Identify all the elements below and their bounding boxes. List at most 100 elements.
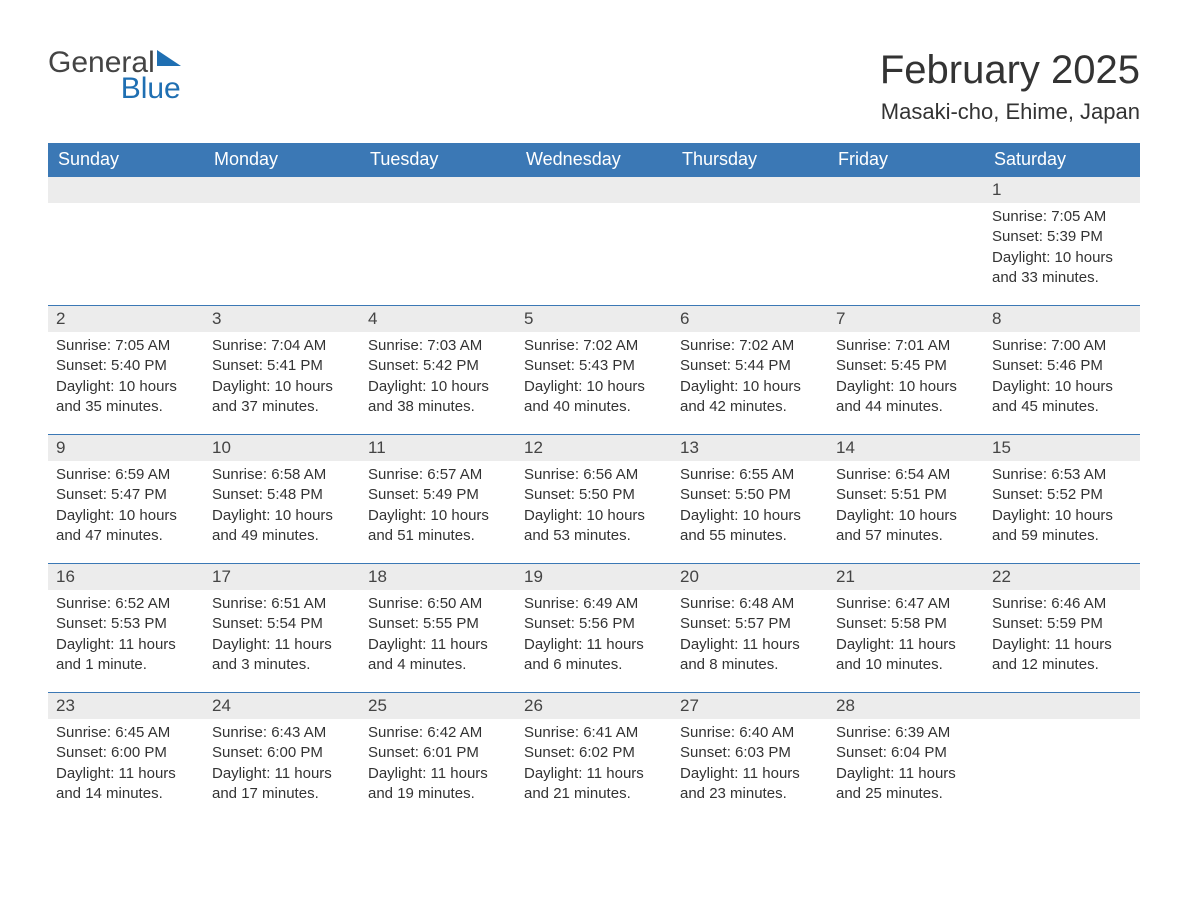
daylight-text: Daylight: 10 hours and 57 minutes. [836,506,976,547]
sunset-text: Sunset: 5:49 PM [368,485,508,505]
day-number: 3 [204,306,360,332]
sunset-text: Sunset: 5:51 PM [836,485,976,505]
sunrise-text: Sunrise: 6:59 AM [56,465,196,485]
day-number [360,177,516,203]
day-number: 16 [48,564,204,590]
sunset-text: Sunset: 5:57 PM [680,614,820,634]
day-body: Sunrise: 6:46 AMSunset: 5:59 PMDaylight:… [984,590,1140,675]
day-cell: 26Sunrise: 6:41 AMSunset: 6:02 PMDayligh… [516,693,672,821]
day-number [984,693,1140,719]
sunset-text: Sunset: 6:00 PM [56,743,196,763]
day-body: Sunrise: 6:41 AMSunset: 6:02 PMDaylight:… [516,719,672,804]
sunrise-text: Sunrise: 6:52 AM [56,594,196,614]
sunrise-text: Sunrise: 7:02 AM [680,336,820,356]
day-number: 9 [48,435,204,461]
day-cell [672,177,828,305]
day-number: 24 [204,693,360,719]
day-body: Sunrise: 6:57 AMSunset: 5:49 PMDaylight:… [360,461,516,546]
sunrise-text: Sunrise: 7:05 AM [992,207,1132,227]
week-row: 23Sunrise: 6:45 AMSunset: 6:00 PMDayligh… [48,692,1140,821]
location-subtitle: Masaki-cho, Ehime, Japan [880,99,1140,125]
week-row: 16Sunrise: 6:52 AMSunset: 5:53 PMDayligh… [48,563,1140,692]
daylight-text: Daylight: 11 hours and 14 minutes. [56,764,196,805]
sunrise-text: Sunrise: 6:58 AM [212,465,352,485]
day-number: 21 [828,564,984,590]
day-cell [984,693,1140,821]
day-number: 28 [828,693,984,719]
weekday-header: Sunday [48,143,204,176]
daylight-text: Daylight: 10 hours and 53 minutes. [524,506,664,547]
daylight-text: Daylight: 11 hours and 8 minutes. [680,635,820,676]
day-number: 4 [360,306,516,332]
sunset-text: Sunset: 6:03 PM [680,743,820,763]
daylight-text: Daylight: 11 hours and 19 minutes. [368,764,508,805]
day-body: Sunrise: 7:01 AMSunset: 5:45 PMDaylight:… [828,332,984,417]
daylight-text: Daylight: 10 hours and 37 minutes. [212,377,352,418]
calendar-table: Sunday Monday Tuesday Wednesday Thursday… [48,143,1140,821]
daylight-text: Daylight: 10 hours and 45 minutes. [992,377,1132,418]
day-cell: 4Sunrise: 7:03 AMSunset: 5:42 PMDaylight… [360,306,516,434]
weekday-header: Monday [204,143,360,176]
sunset-text: Sunset: 6:02 PM [524,743,664,763]
day-number: 14 [828,435,984,461]
day-cell [828,177,984,305]
weekday-header: Saturday [984,143,1140,176]
day-body: Sunrise: 6:59 AMSunset: 5:47 PMDaylight:… [48,461,204,546]
day-body: Sunrise: 7:05 AMSunset: 5:39 PMDaylight:… [984,203,1140,288]
sunrise-text: Sunrise: 6:50 AM [368,594,508,614]
day-body: Sunrise: 6:45 AMSunset: 6:00 PMDaylight:… [48,719,204,804]
sunset-text: Sunset: 5:48 PM [212,485,352,505]
weekday-header-row: Sunday Monday Tuesday Wednesday Thursday… [48,143,1140,176]
sunrise-text: Sunrise: 6:55 AM [680,465,820,485]
day-cell: 8Sunrise: 7:00 AMSunset: 5:46 PMDaylight… [984,306,1140,434]
day-number: 15 [984,435,1140,461]
day-cell [516,177,672,305]
day-cell [204,177,360,305]
day-cell: 16Sunrise: 6:52 AMSunset: 5:53 PMDayligh… [48,564,204,692]
day-body: Sunrise: 6:52 AMSunset: 5:53 PMDaylight:… [48,590,204,675]
day-body: Sunrise: 7:05 AMSunset: 5:40 PMDaylight:… [48,332,204,417]
daylight-text: Daylight: 11 hours and 10 minutes. [836,635,976,676]
day-number: 11 [360,435,516,461]
day-cell: 14Sunrise: 6:54 AMSunset: 5:51 PMDayligh… [828,435,984,563]
day-cell: 11Sunrise: 6:57 AMSunset: 5:49 PMDayligh… [360,435,516,563]
sunset-text: Sunset: 5:56 PM [524,614,664,634]
title-block: February 2025 Masaki-cho, Ehime, Japan [880,48,1140,125]
sunset-text: Sunset: 5:53 PM [56,614,196,634]
day-number: 13 [672,435,828,461]
day-body: Sunrise: 6:42 AMSunset: 6:01 PMDaylight:… [360,719,516,804]
day-cell: 20Sunrise: 6:48 AMSunset: 5:57 PMDayligh… [672,564,828,692]
sunrise-text: Sunrise: 6:57 AM [368,465,508,485]
day-cell: 22Sunrise: 6:46 AMSunset: 5:59 PMDayligh… [984,564,1140,692]
daylight-text: Daylight: 10 hours and 42 minutes. [680,377,820,418]
day-cell: 23Sunrise: 6:45 AMSunset: 6:00 PMDayligh… [48,693,204,821]
sunrise-text: Sunrise: 6:53 AM [992,465,1132,485]
daylight-text: Daylight: 11 hours and 3 minutes. [212,635,352,676]
sunrise-text: Sunrise: 6:39 AM [836,723,976,743]
daylight-text: Daylight: 10 hours and 35 minutes. [56,377,196,418]
day-cell: 1Sunrise: 7:05 AMSunset: 5:39 PMDaylight… [984,177,1140,305]
sunset-text: Sunset: 5:58 PM [836,614,976,634]
day-cell: 9Sunrise: 6:59 AMSunset: 5:47 PMDaylight… [48,435,204,563]
sunrise-text: Sunrise: 6:46 AM [992,594,1132,614]
day-body: Sunrise: 6:56 AMSunset: 5:50 PMDaylight:… [516,461,672,546]
daylight-text: Daylight: 10 hours and 47 minutes. [56,506,196,547]
day-number: 5 [516,306,672,332]
weekday-header: Friday [828,143,984,176]
day-cell [48,177,204,305]
sunset-text: Sunset: 6:01 PM [368,743,508,763]
day-body: Sunrise: 6:51 AMSunset: 5:54 PMDaylight:… [204,590,360,675]
week-row: 1Sunrise: 7:05 AMSunset: 5:39 PMDaylight… [48,176,1140,305]
day-cell: 13Sunrise: 6:55 AMSunset: 5:50 PMDayligh… [672,435,828,563]
sunrise-text: Sunrise: 7:03 AM [368,336,508,356]
day-body: Sunrise: 6:43 AMSunset: 6:00 PMDaylight:… [204,719,360,804]
day-cell: 3Sunrise: 7:04 AMSunset: 5:41 PMDaylight… [204,306,360,434]
day-number: 2 [48,306,204,332]
day-cell: 5Sunrise: 7:02 AMSunset: 5:43 PMDaylight… [516,306,672,434]
daylight-text: Daylight: 10 hours and 55 minutes. [680,506,820,547]
day-number: 26 [516,693,672,719]
daylight-text: Daylight: 11 hours and 25 minutes. [836,764,976,805]
sunrise-text: Sunrise: 6:40 AM [680,723,820,743]
sunset-text: Sunset: 5:45 PM [836,356,976,376]
weekday-header: Thursday [672,143,828,176]
